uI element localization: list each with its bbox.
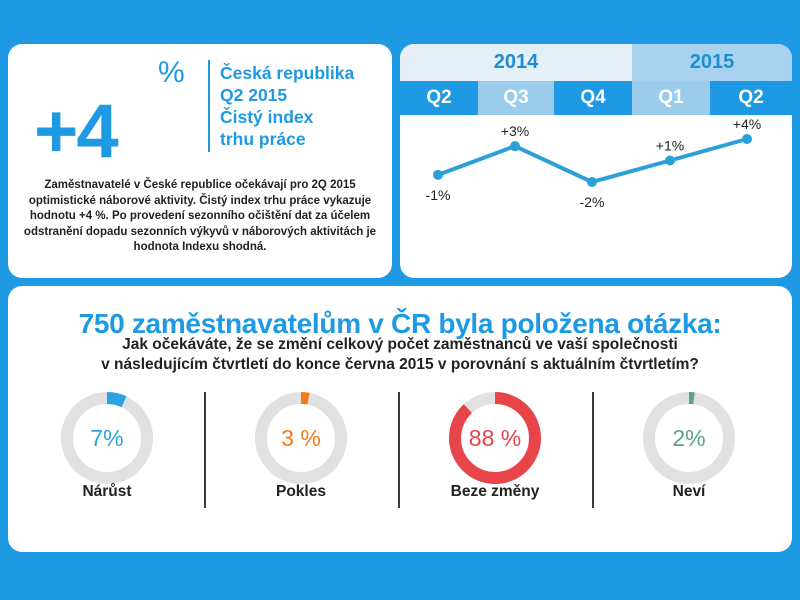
donut-pokles: 3 % — [253, 390, 349, 486]
trend-point-0 — [433, 169, 443, 180]
donut-slice-2 — [449, 392, 541, 484]
donut-chart-1 — [255, 392, 347, 484]
donut-value-3: 2% — [672, 425, 706, 451]
survey-question-line-2: v následujícím čtvrtletí do konce června… — [101, 356, 699, 373]
heading-index-2: trhu práce — [220, 129, 306, 149]
trend-point-2 — [587, 177, 597, 187]
year-2015: 2015 — [632, 44, 792, 81]
donut-slice-0 — [61, 392, 153, 484]
donut-slice-1 — [255, 392, 347, 484]
donut-nevi: 2% — [641, 390, 737, 486]
quarter-q3-2014: Q3 — [478, 81, 554, 115]
donut-label-0: Nárůst — [82, 483, 132, 500]
trend-point-1 — [510, 141, 520, 152]
trend-line-chart: -1% +3% -2% +1% +4% — [426, 116, 762, 210]
donut-chart-0 — [61, 392, 153, 484]
trend-label-2: -2% — [580, 194, 605, 210]
quarter-q2-2014: Q2 — [400, 81, 478, 115]
separator-0 — [204, 392, 206, 508]
separator-2 — [592, 392, 594, 508]
quarter-header: Q2 Q3 Q4 Q1 Q2 — [400, 81, 792, 115]
trend-label-1: +3% — [501, 123, 529, 139]
index-unit: % — [158, 56, 185, 89]
donut-slice-3 — [643, 392, 735, 484]
separator-1 — [398, 392, 400, 508]
year-2014: 2014 — [400, 44, 632, 81]
index-heading: Česká republika Q2 2015 Čistý index trhu… — [220, 62, 354, 150]
donut-label-2: Beze změny — [450, 483, 540, 500]
donut-label-1: Pokles — [276, 483, 326, 500]
trend-series-line — [436, 137, 749, 184]
index-value: +4 — [34, 89, 119, 174]
donut-value-0: 7% — [90, 425, 124, 451]
donut-chart-3 — [643, 392, 735, 484]
quarter-q1-2015: Q1 — [632, 81, 710, 115]
donut-value-1: 3 % — [281, 425, 321, 451]
donut-beze-zmeny: 88 % — [447, 390, 543, 486]
donut-narust: 7% — [59, 390, 155, 486]
trend-point-4 — [742, 134, 752, 144]
survey-question-line-1: Jak očekáváte, že se změní celkový počet… — [122, 336, 678, 353]
survey-question: Jak očekáváte, že se změní celkový počet… — [8, 335, 792, 375]
quarter-q2-2015: Q2 — [710, 81, 792, 115]
index-card: +4 % Česká republika Q2 2015 Čistý index… — [8, 44, 392, 278]
divider — [208, 60, 210, 152]
trend-label-4: +4% — [733, 116, 761, 132]
trend-point-3 — [665, 155, 675, 166]
heading-country: Česká republika — [220, 63, 355, 83]
survey-card: 750 zaměstnavatelům v ČR byla položena o… — [8, 286, 792, 552]
heading-index-1: Čistý index — [220, 107, 314, 127]
year-header: 2014 2015 — [400, 44, 792, 81]
trend-label-3: +1% — [656, 138, 684, 154]
heading-period: Q2 2015 — [220, 85, 288, 105]
quarter-q4-2014: Q4 — [554, 81, 632, 115]
donut-label-3: Neví — [672, 483, 706, 500]
trend-card: 2014 2015 Q2 Q3 Q4 Q1 Q2 -1% +3% -2% +1% +4% — [400, 44, 792, 278]
trend-label-0: -1% — [426, 187, 451, 203]
index-description: Zaměstnavatelé v České republice očekáva… — [23, 179, 377, 253]
donut-chart-2 — [449, 392, 541, 484]
donut-value-2: 88 % — [468, 425, 522, 451]
survey-title: 750 zaměstnavatelům v ČR byla položena o… — [78, 308, 722, 339]
